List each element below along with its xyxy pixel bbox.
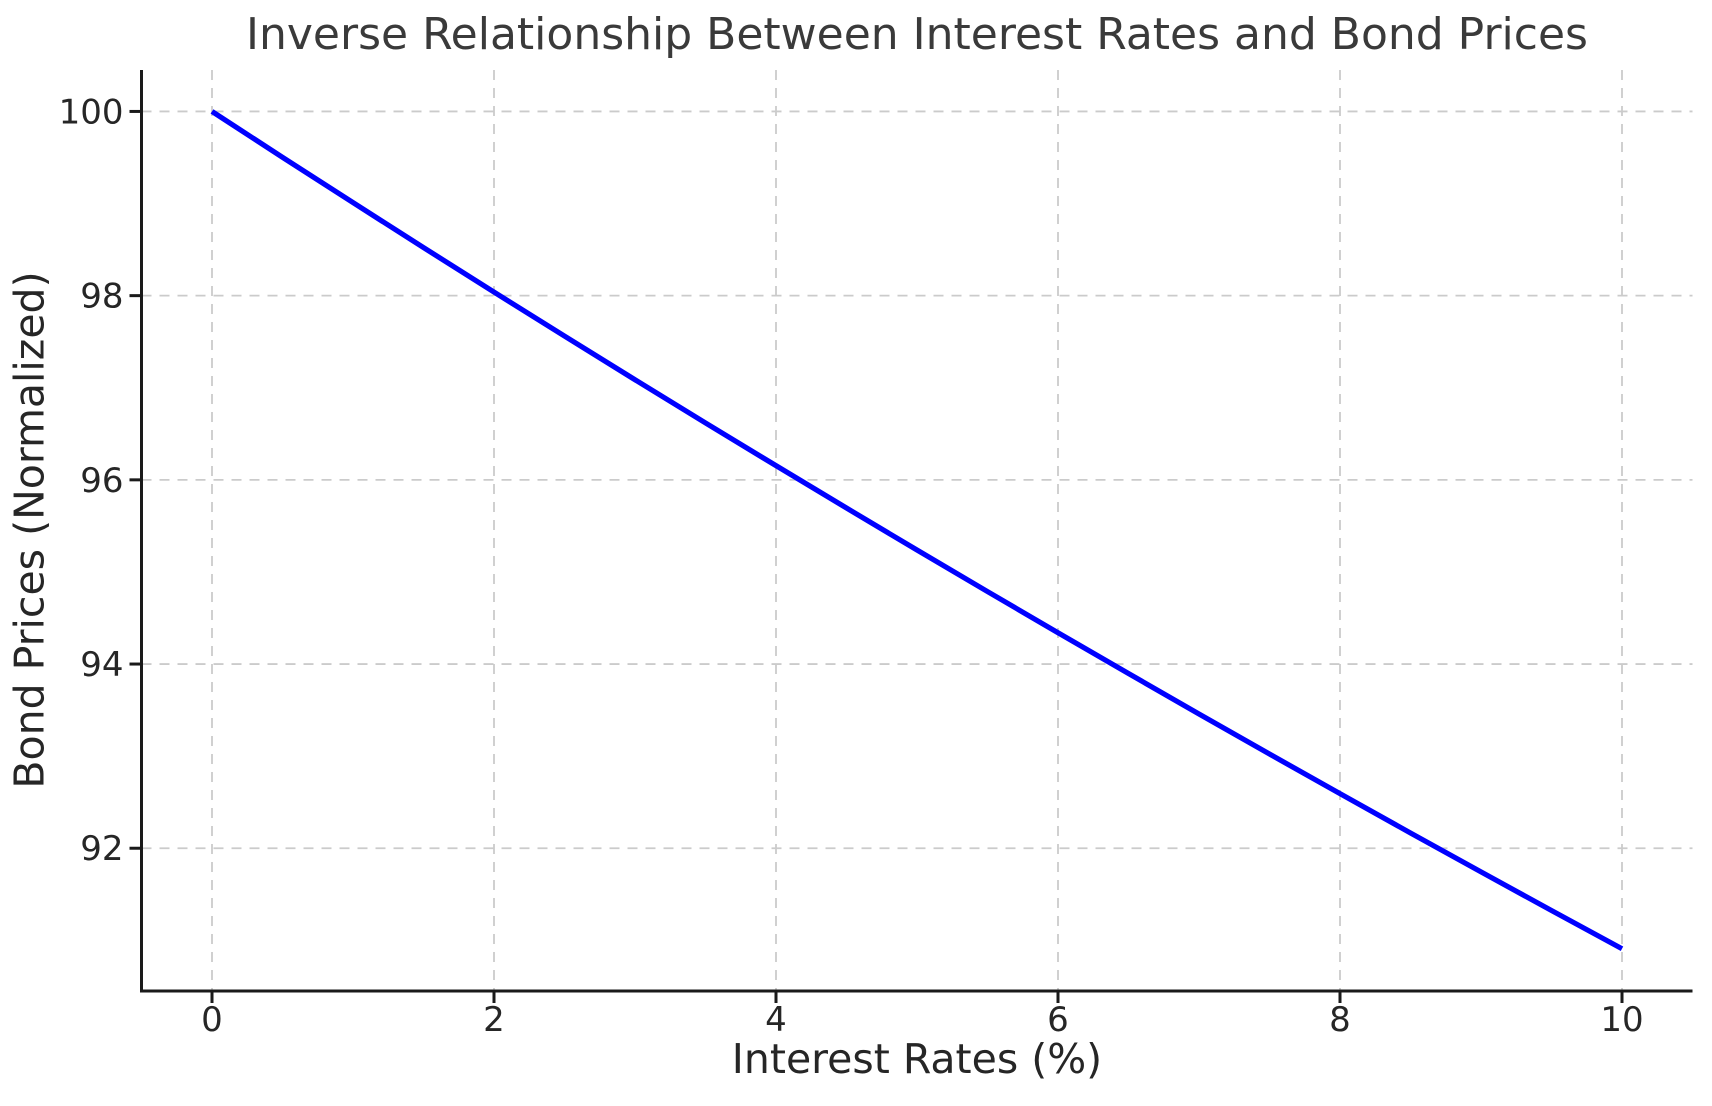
y-tick-label-100: 100 — [59, 92, 124, 132]
y-tick-label-94: 94 — [80, 645, 123, 685]
x-tick-label-0: 0 — [201, 1000, 223, 1040]
chart-title: Inverse Relationship Between Interest Ra… — [246, 9, 1588, 60]
tick-marks: 0 2 4 6 8 10 92 94 96 98 100 — [59, 92, 1644, 1040]
gridlines — [141, 70, 1693, 991]
y-tick-label-96: 96 — [80, 461, 123, 501]
bond-price-line — [210, 109, 1624, 952]
y-axis-label: Bond Prices (Normalized) — [5, 271, 54, 789]
x-tick-label-6: 6 — [1047, 1000, 1069, 1040]
y-tick-label-92: 92 — [80, 829, 123, 869]
x-tick-label-4: 4 — [765, 1000, 787, 1040]
x-tick-label-10: 10 — [1600, 1000, 1643, 1040]
x-axis-label: Interest Rates (%) — [731, 1035, 1103, 1083]
y-tick-label-98: 98 — [80, 277, 123, 317]
x-tick-label-8: 8 — [1329, 1000, 1351, 1040]
x-tick-label-2: 2 — [483, 1000, 505, 1040]
axes-spines — [140, 70, 1693, 993]
